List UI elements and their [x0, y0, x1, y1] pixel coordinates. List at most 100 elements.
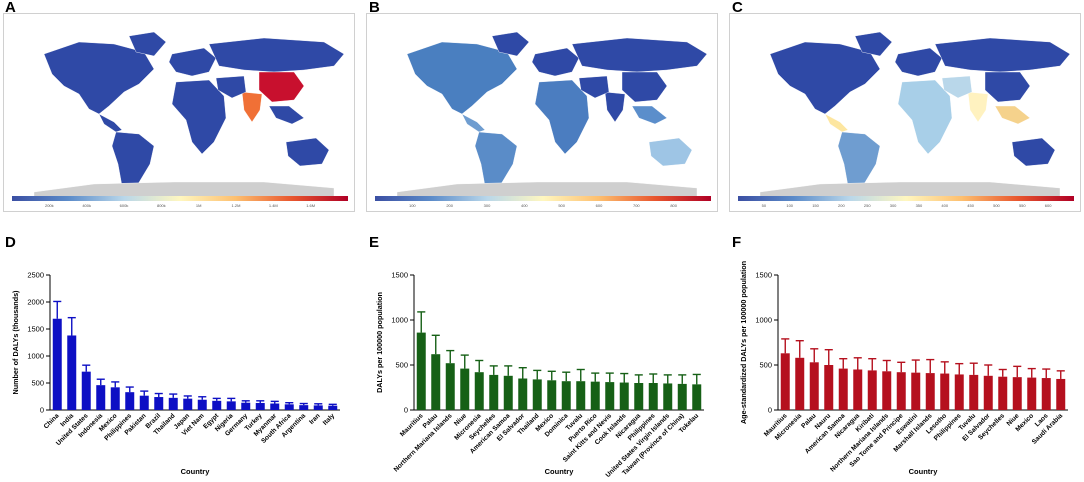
bar-philippines	[954, 374, 964, 410]
map-region-greenland	[854, 31, 893, 57]
legend-tick-label: 150	[812, 203, 819, 208]
bar-american-samoa	[503, 375, 513, 410]
legend-tick-label: 550	[1018, 203, 1026, 208]
x-axis-label: Country	[181, 467, 211, 476]
bar-seychelles	[489, 374, 499, 410]
map-region-africa	[534, 79, 590, 155]
bar-micronesia	[474, 372, 484, 410]
y-tick-label: 0	[768, 406, 772, 415]
bar-united-states	[81, 371, 91, 410]
bar-northern-mariana-islands	[445, 363, 455, 410]
y-tick-label: 2000	[27, 298, 44, 307]
bar-mexico	[110, 387, 120, 410]
map-b-legend-ticks: 100 200 300 400 500 600 700 800	[375, 203, 711, 209]
map-region-africa	[897, 79, 953, 155]
bar-saudi-arabia	[1056, 378, 1066, 410]
x-tick-label: Iran	[308, 412, 322, 426]
bar-laos	[1041, 378, 1051, 410]
bar-dominica	[561, 381, 571, 410]
map-region-north-america	[406, 41, 518, 115]
bar-turkey	[255, 402, 265, 410]
map-region-africa	[171, 79, 227, 155]
bar-argentina	[299, 405, 309, 410]
map-region-southeast-asia	[994, 105, 1031, 125]
bar-mauritius	[416, 332, 426, 410]
map-region-europe	[894, 47, 943, 77]
map-region-north-america	[43, 41, 155, 115]
y-tick-label: 0	[40, 406, 44, 415]
bar-micronesia	[795, 357, 805, 410]
bar-mauritius	[780, 353, 790, 410]
legend-tick-label: 250	[863, 203, 871, 208]
map-region-middle-east	[578, 75, 610, 99]
map-region-europe	[168, 47, 217, 77]
panel-label-a: A	[5, 0, 16, 16]
legend-tick-label: 450	[967, 203, 974, 208]
y-tick-label: 500	[31, 379, 44, 388]
map-region-russia-asia	[571, 37, 708, 73]
map-region-australia	[1011, 137, 1056, 167]
panel-label-d: D	[5, 234, 16, 251]
legend-tick-label: 600k	[119, 203, 129, 208]
y-axis-label: Age-standardized DALYs per 100000 popula…	[739, 261, 748, 424]
y-tick-label: 0	[404, 406, 408, 415]
bar-cook-islands	[619, 382, 629, 410]
map-b-legend-bar	[375, 196, 711, 201]
bar-taiwan-province-of-china-	[677, 383, 687, 410]
bar-myanmar	[270, 403, 280, 410]
bar-tuvalu	[576, 381, 586, 410]
bar-south-africa	[284, 404, 294, 410]
legend-tick-label: 200	[838, 203, 845, 208]
bar-iran	[313, 405, 323, 410]
map-region-russia-asia	[208, 37, 345, 73]
bar-tuvalu	[969, 374, 979, 410]
legend-tick-label: 1.6M	[306, 203, 316, 208]
y-tick-label: 500	[395, 361, 408, 370]
y-tick-label: 1000	[391, 316, 408, 325]
map-region-russia-asia	[934, 37, 1071, 73]
map-region-middle-east	[941, 75, 973, 99]
legend-tick-label: 400	[941, 203, 949, 208]
bar-eswatini	[911, 372, 921, 410]
x-tick-label: China	[43, 412, 61, 430]
legend-tick-label: 100	[408, 203, 416, 208]
map-region-southeast-asia	[631, 105, 668, 125]
legend-tick-label: 200k	[44, 203, 54, 208]
panel-label-f: F	[732, 234, 742, 251]
map-region-central-america	[824, 113, 849, 133]
bar-american-samoa	[838, 368, 848, 410]
legend-tick-label: 1.4M	[268, 203, 278, 208]
bar-palau	[431, 354, 441, 410]
panel-label-b: B	[369, 0, 380, 16]
y-tick-label: 1500	[391, 271, 408, 280]
bar-mexico	[547, 380, 557, 410]
x-axis-label: Country	[909, 467, 939, 476]
bar-japan	[183, 398, 193, 410]
x-tick-label: Italy	[322, 412, 337, 427]
bar-brazil	[154, 397, 164, 410]
legend-tick-label: 1.2M	[231, 203, 241, 208]
y-tick-label: 1000	[27, 352, 44, 361]
bar-china	[52, 318, 62, 410]
legend-tick-label: 50	[761, 203, 767, 208]
bar-kiribati	[867, 370, 877, 410]
map-region-china	[621, 71, 668, 103]
map-a-legend-bar	[12, 196, 348, 201]
bar-niue	[460, 368, 470, 410]
map-region-china	[258, 71, 305, 103]
map-region-central-america	[98, 113, 123, 133]
map-region-central-america	[461, 113, 486, 133]
map-region-china	[984, 71, 1031, 103]
map-region-southeast-asia	[268, 105, 305, 125]
map-region-middle-east	[215, 75, 247, 99]
map-region-greenland	[128, 31, 167, 57]
bar-viet-nam	[197, 399, 207, 410]
bar-mexico	[1027, 377, 1037, 410]
map-c-legend-bar	[738, 196, 1074, 201]
bar-italy	[328, 405, 338, 410]
legend-tick-label: 500	[558, 203, 565, 208]
map-region-india	[241, 91, 263, 123]
map-region-india	[967, 91, 989, 123]
legend-tick-label: 600	[595, 203, 603, 208]
bar-egypt	[212, 400, 222, 410]
